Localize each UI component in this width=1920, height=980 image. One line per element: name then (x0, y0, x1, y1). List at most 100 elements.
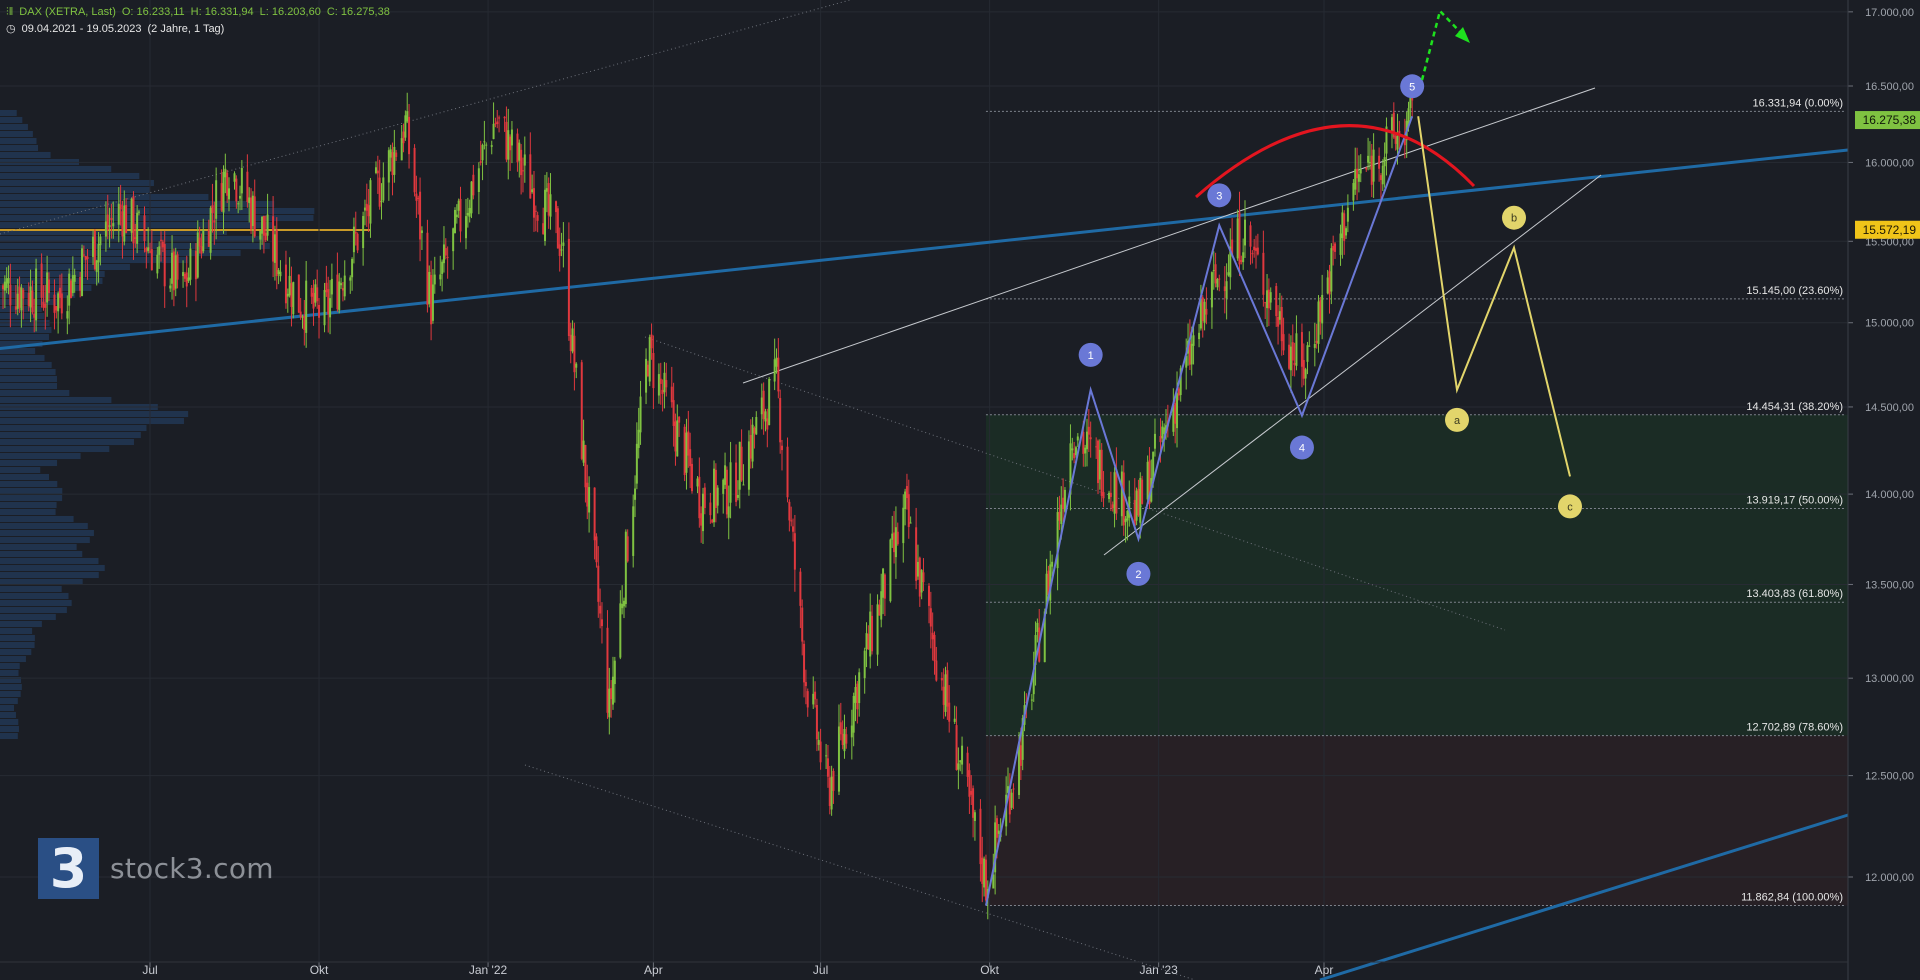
candle-body (1135, 490, 1138, 521)
candle-body (639, 396, 642, 433)
candle-body (430, 274, 433, 325)
candle-body (711, 519, 714, 523)
candle-body (883, 574, 886, 599)
candle-body (325, 282, 328, 293)
candle-body (832, 770, 835, 791)
candle-body (323, 290, 326, 326)
candle-body (483, 141, 486, 143)
candle-body (110, 217, 113, 221)
volume-bar (0, 425, 147, 431)
candle-body (1345, 228, 1348, 236)
candle-body (1264, 302, 1267, 304)
volume-bar (0, 565, 105, 571)
candle-body (1161, 426, 1164, 439)
candle-body (1111, 504, 1114, 509)
candle-body (402, 131, 405, 144)
candle-body (7, 277, 10, 284)
candle-body (202, 229, 205, 252)
volume-bar (0, 509, 56, 515)
candle-body (211, 205, 214, 213)
candle-body (374, 167, 377, 173)
candle-body (1379, 175, 1382, 181)
channel-line-dotted-top (0, 0, 851, 235)
candle-body (73, 274, 76, 282)
candle-body (137, 211, 140, 213)
candle-body (1365, 167, 1368, 170)
candle-body (994, 822, 997, 873)
candle-body (1249, 225, 1252, 247)
candle-body (788, 501, 791, 521)
volume-bar (0, 607, 67, 613)
candle-body (1139, 477, 1142, 523)
candle-body (650, 334, 653, 349)
volume-bar (0, 670, 19, 676)
candle-body (1289, 346, 1292, 371)
candle-body (1069, 443, 1072, 495)
candle-body (149, 251, 151, 253)
candle-body (86, 256, 89, 259)
candle-body (172, 251, 175, 291)
candle-body (534, 210, 537, 212)
candle-body (492, 123, 495, 140)
wave-marker (1126, 561, 1151, 586)
candle-body (442, 244, 445, 264)
candle-body (1332, 245, 1335, 251)
candle-body (1084, 447, 1087, 454)
candle-body (1074, 447, 1077, 456)
candle-body (510, 129, 513, 146)
candle-body (277, 270, 280, 275)
candle-body (817, 739, 820, 745)
candle-body (1282, 334, 1285, 351)
y-tick-label: 17.000,00 (1865, 7, 1914, 19)
fib-zone-risk (985, 735, 1848, 906)
wave-label-1: 1 (1078, 342, 1103, 367)
volume-bar (0, 250, 241, 256)
candle-body (505, 121, 508, 160)
candle-body (1293, 363, 1296, 365)
candle-body (1317, 301, 1320, 344)
candle-body (678, 416, 681, 423)
stock3-logo[interactable]: 3 stock3.com (38, 838, 274, 899)
volume-bar (0, 621, 42, 627)
candle-body (819, 741, 822, 763)
candle-body (931, 632, 934, 640)
date-range: 09.04.2021 - 19.05.2023 (21, 23, 142, 35)
candle-body (1390, 117, 1393, 133)
projection-label-text: c (1567, 501, 1573, 513)
candle-body (569, 334, 572, 351)
candle-body (689, 449, 692, 467)
volume-bar (0, 390, 70, 396)
candle-body (896, 531, 899, 545)
wave-marker (1400, 74, 1425, 99)
elliott-wave-overlay: 1 2 3 4 5 a b c (984, 8, 1582, 906)
candle-body (420, 230, 423, 234)
candle-body (1036, 622, 1039, 633)
candle-body (1300, 332, 1303, 367)
volume-bar (0, 656, 26, 662)
candle-body (714, 469, 717, 509)
volume-bar (0, 152, 51, 158)
candle-body (1383, 157, 1386, 167)
candle-body (395, 152, 398, 157)
candle-body (1148, 460, 1151, 505)
candle-body (171, 252, 174, 284)
candle-body (1190, 343, 1193, 365)
volume-bar (0, 726, 19, 732)
candle-body (369, 180, 372, 224)
candle-body (117, 203, 120, 225)
candle-body (92, 236, 95, 257)
candle-body (1238, 212, 1241, 265)
candle-body (632, 506, 635, 556)
candle-body (1201, 297, 1204, 321)
candle-body (575, 363, 578, 368)
wave-marker (1207, 183, 1232, 208)
candle-body (47, 279, 50, 294)
candle-body (253, 196, 256, 237)
candle-body (1231, 239, 1234, 256)
candle-body (316, 287, 319, 302)
candle-body (781, 445, 784, 451)
candle-body (968, 770, 971, 797)
candle-body (343, 275, 346, 297)
volume-bar (0, 558, 99, 564)
